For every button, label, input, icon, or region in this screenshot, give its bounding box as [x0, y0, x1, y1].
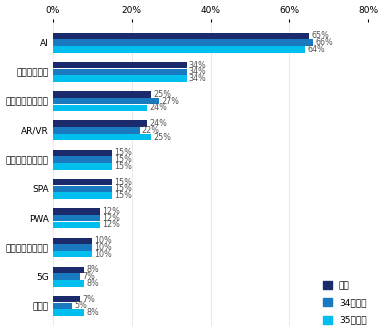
Bar	[53, 91, 151, 98]
Text: 24%: 24%	[149, 103, 167, 113]
Bar	[53, 46, 305, 52]
Bar	[53, 121, 147, 127]
Bar	[53, 62, 187, 68]
Bar	[53, 309, 84, 316]
Text: 10%: 10%	[94, 236, 112, 245]
Bar	[53, 69, 187, 75]
Bar	[53, 267, 84, 273]
Text: 34%: 34%	[189, 67, 207, 76]
Bar	[53, 156, 112, 163]
Legend: 全体, 34歳以下, 35歳以上: 全体, 34歳以下, 35歳以上	[323, 281, 367, 325]
Text: 15%: 15%	[114, 178, 132, 187]
Bar	[53, 296, 80, 302]
Text: 12%: 12%	[102, 220, 120, 229]
Text: 12%: 12%	[102, 207, 120, 216]
Text: 24%: 24%	[149, 119, 167, 128]
Text: 66%: 66%	[315, 38, 333, 47]
Bar	[53, 98, 159, 104]
Text: 15%: 15%	[114, 148, 132, 157]
Text: 10%: 10%	[94, 243, 112, 252]
Bar	[53, 280, 84, 287]
Text: 22%: 22%	[141, 126, 159, 135]
Text: 8%: 8%	[86, 279, 99, 288]
Text: 15%: 15%	[114, 155, 132, 164]
Bar	[53, 193, 112, 199]
Text: 7%: 7%	[82, 272, 95, 281]
Text: 12%: 12%	[102, 214, 120, 223]
Bar	[53, 208, 100, 215]
Bar	[53, 303, 73, 309]
Bar	[53, 251, 92, 257]
Bar	[53, 150, 112, 156]
Text: 8%: 8%	[86, 266, 99, 275]
Bar	[53, 244, 92, 251]
Text: 34%: 34%	[189, 61, 207, 70]
Text: 25%: 25%	[153, 90, 171, 99]
Text: 34%: 34%	[189, 74, 207, 83]
Bar	[53, 33, 309, 39]
Bar	[53, 75, 187, 82]
Bar	[53, 274, 80, 280]
Text: 65%: 65%	[311, 32, 329, 41]
Text: 10%: 10%	[94, 250, 112, 259]
Text: 15%: 15%	[114, 191, 132, 200]
Text: 15%: 15%	[114, 185, 132, 194]
Text: 5%: 5%	[74, 301, 87, 310]
Text: 8%: 8%	[86, 308, 99, 317]
Bar	[53, 215, 100, 221]
Text: 7%: 7%	[82, 295, 95, 304]
Text: 25%: 25%	[153, 133, 171, 142]
Text: 15%: 15%	[114, 162, 132, 171]
Bar	[53, 186, 112, 192]
Bar	[53, 134, 151, 140]
Text: 27%: 27%	[161, 97, 179, 106]
Bar	[53, 179, 112, 186]
Bar	[53, 222, 100, 228]
Bar	[53, 105, 147, 111]
Bar	[53, 163, 112, 170]
Bar	[53, 40, 313, 46]
Bar	[53, 237, 92, 244]
Bar	[53, 127, 139, 134]
Text: 64%: 64%	[307, 45, 325, 54]
